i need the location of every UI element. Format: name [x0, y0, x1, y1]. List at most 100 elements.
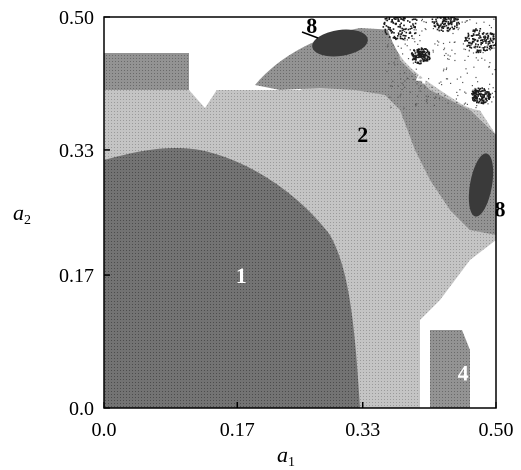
chaos-point [436, 28, 439, 31]
chaos-point [482, 102, 485, 105]
chaos-point [462, 43, 464, 45]
chaos-point [392, 80, 394, 82]
chaos-point [476, 34, 479, 36]
chaos-point [476, 105, 478, 107]
chaos-point [413, 26, 415, 28]
chaos-point [399, 24, 401, 26]
chaos-point [447, 23, 450, 26]
chaos-point [477, 91, 480, 94]
chaos-point [438, 24, 440, 27]
chaos-point [483, 89, 486, 91]
chaos-point [472, 33, 475, 35]
chaos-point [423, 56, 426, 59]
chaos-point [407, 78, 409, 80]
chaos-point [391, 31, 394, 33]
chaos-point [441, 22, 444, 25]
chaos-point [392, 44, 394, 46]
chaos-point [448, 18, 450, 20]
chaos-point [416, 95, 418, 97]
chaos-point [492, 33, 495, 36]
chaos-point [407, 28, 410, 31]
chaos-point [451, 49, 453, 51]
chaos-point [473, 98, 476, 101]
chaos-point [414, 32, 417, 34]
chaos-point [490, 27, 492, 29]
chaos-point [456, 23, 458, 25]
chaos-point [491, 73, 494, 75]
chaos-point [487, 38, 489, 40]
chaos-point [396, 12, 398, 14]
chaos-point [426, 98, 428, 101]
chaos-point [414, 73, 416, 75]
chaos-point [478, 46, 481, 48]
chaos-point [478, 37, 480, 39]
chaos-point [412, 55, 414, 58]
chaos-point [413, 57, 415, 60]
chaos-point [384, 18, 387, 20]
chaos-point [488, 42, 491, 44]
chaos-point [400, 78, 402, 80]
chaos-point [390, 106, 392, 108]
chaos-point [476, 89, 479, 92]
chaos-point [446, 78, 449, 80]
chaos-point [401, 88, 403, 91]
chaos-point [464, 21, 466, 23]
chaos-point [388, 63, 390, 65]
chaos-point [476, 49, 479, 51]
chaos-point [447, 22, 449, 25]
chaos-point [390, 32, 393, 34]
chaos-point [469, 19, 471, 21]
chaos-point [396, 18, 398, 20]
chaos-point [457, 21, 460, 24]
chaos-point [478, 49, 480, 52]
chaos-point [404, 17, 406, 20]
chaos-point [438, 13, 440, 15]
chaos-point [386, 17, 388, 20]
region-label-period-4: 4 [458, 361, 469, 386]
chaos-point [417, 43, 419, 45]
chaos-point [419, 51, 421, 53]
region-period-2-notch [189, 53, 255, 108]
region-period-8-right [468, 153, 494, 217]
chaos-point [490, 44, 492, 47]
chaos-point [485, 93, 487, 95]
y-tick-label: 0.17 [59, 265, 94, 287]
chaos-point [466, 72, 468, 74]
chaos-point [488, 65, 490, 68]
chaos-point [433, 104, 435, 106]
x-tick-label: 0.33 [345, 419, 380, 441]
chaos-point [402, 34, 404, 37]
chaos-point [489, 62, 491, 64]
chaos-point [491, 40, 493, 42]
chaos-point [416, 56, 418, 59]
chaos-point [419, 54, 422, 56]
chaos-point [472, 92, 475, 95]
chaos-point [478, 34, 480, 36]
chaos-point [471, 40, 474, 43]
chaos-point [390, 29, 393, 32]
chaos-point [464, 91, 466, 93]
chaos-point [392, 28, 395, 30]
region-period-4-bottom [430, 330, 470, 408]
chaos-point [476, 100, 479, 102]
chaos-point [434, 97, 436, 99]
chaos-point [407, 20, 409, 22]
chaos-point [414, 22, 417, 25]
chaos-point [456, 91, 458, 93]
chaos-point [399, 27, 402, 29]
chaos-point [481, 47, 483, 49]
chaos-point [487, 36, 489, 39]
chaos-point [492, 38, 495, 41]
chaos-point [416, 80, 418, 82]
chaos-point [397, 25, 400, 28]
chaos-point [491, 47, 493, 49]
chaos-point [453, 18, 455, 20]
chaos-point [470, 47, 473, 49]
chaos-point [412, 62, 414, 64]
chaos-point [435, 18, 437, 21]
chaos-point [454, 41, 456, 43]
chaos-point [449, 19, 451, 21]
chaos-point [394, 64, 396, 66]
chaos-point [455, 98, 457, 100]
chaos-point [420, 62, 422, 64]
